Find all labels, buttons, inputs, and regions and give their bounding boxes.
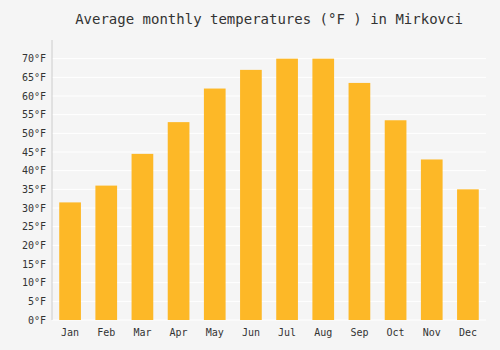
x-tick-label: Mar	[133, 327, 151, 338]
grid-line	[52, 114, 486, 115]
bar	[457, 189, 479, 320]
x-tick-label: Feb	[97, 327, 115, 338]
title: Average monthly temperatures (°F ) in Mi…	[75, 11, 463, 27]
y-tick-label: 25°F	[22, 221, 46, 232]
y-tick-label: 70°F	[22, 53, 46, 64]
background	[0, 0, 500, 350]
bar	[59, 202, 81, 320]
bars	[59, 59, 479, 320]
bar	[421, 159, 443, 320]
grid-line	[52, 152, 486, 153]
grid-line	[52, 77, 486, 78]
x-tick-label: May	[206, 327, 224, 338]
bar	[240, 70, 262, 320]
bar	[276, 59, 298, 320]
bar	[312, 59, 334, 320]
bar	[132, 154, 154, 320]
x-tick-label: Aug	[314, 327, 332, 338]
grid-line	[52, 58, 486, 59]
x-tick-label: Jul	[278, 327, 296, 338]
y-tick-label: 55°F	[22, 109, 46, 120]
bar	[385, 120, 407, 320]
grid-line	[52, 96, 486, 97]
bar	[95, 186, 117, 320]
y-tick-label: 45°F	[22, 147, 46, 158]
x-tick-label: Sep	[350, 327, 368, 338]
chart-svg: Average monthly temperatures (°F ) in Mi…	[0, 0, 500, 350]
x-tick-label: Dec	[459, 327, 477, 338]
x-tick-label: Oct	[387, 327, 405, 338]
bar	[349, 83, 371, 320]
x-tick-label: Apr	[170, 327, 188, 338]
y-tick-label: 35°F	[22, 184, 46, 195]
y-tick-label: 20°F	[22, 240, 46, 251]
y-axis-line	[52, 40, 53, 320]
x-tick-label: Jun	[242, 327, 260, 338]
y-tick-label: 65°F	[22, 72, 46, 83]
y-tick-label: 60°F	[22, 91, 46, 102]
grid-line	[52, 133, 486, 134]
y-tick-label: 15°F	[22, 259, 46, 270]
y-tick-label: 5°F	[28, 296, 46, 307]
y-tick-label: 10°F	[22, 277, 46, 288]
bar	[204, 89, 226, 320]
x-tick-label: Nov	[423, 327, 441, 338]
y-tick-label: 30°F	[22, 203, 46, 214]
bar	[168, 122, 190, 320]
grid	[52, 59, 486, 320]
x-tick-label: Jan	[61, 327, 79, 338]
y-tick-label: 0°F	[28, 315, 46, 326]
chart-container: Average monthly temperatures (°F ) in Mi…	[0, 0, 500, 350]
y-tick-label: 40°F	[22, 165, 46, 176]
y-tick-label: 50°F	[22, 128, 46, 139]
